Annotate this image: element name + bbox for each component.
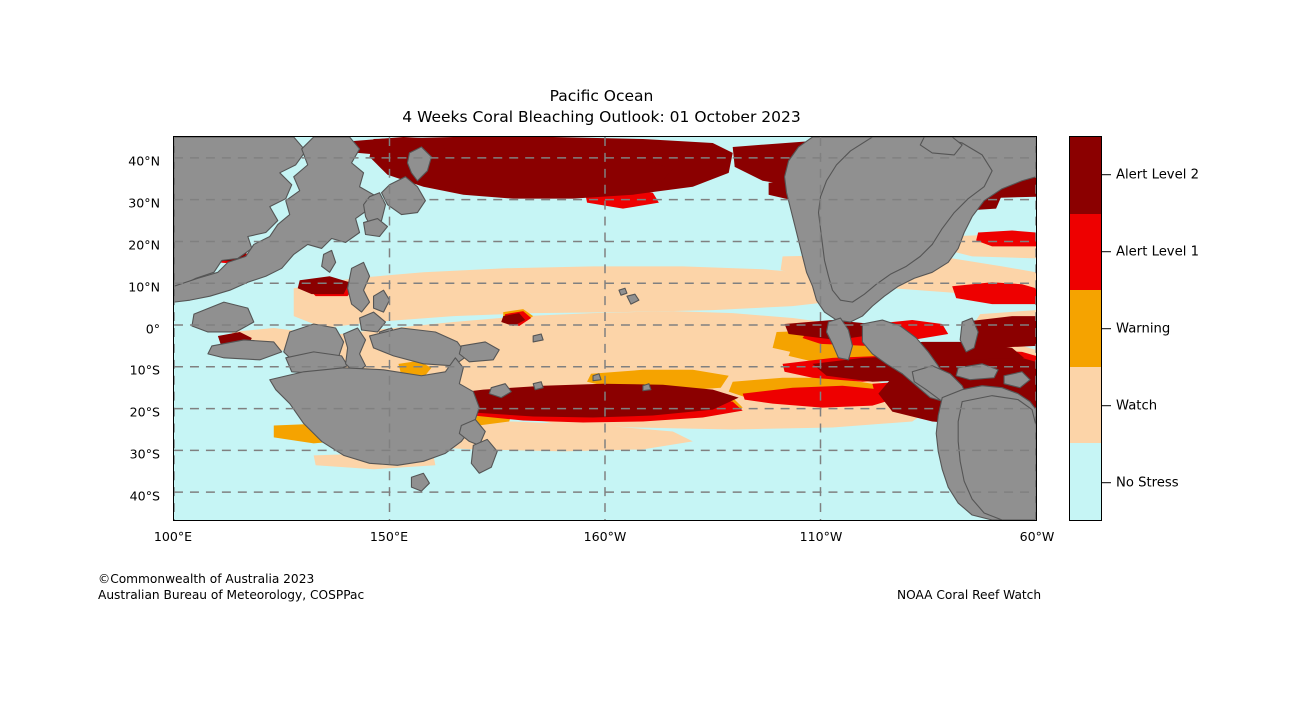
legend-label-alert-level-1: Alert Level 1 (1116, 244, 1199, 259)
x-tick-label-3: 110°W (799, 529, 843, 544)
x-tick-label-0: 100°E (153, 529, 193, 544)
colorbar-tick-1 (1102, 250, 1111, 253)
x-tick-label-4: 60°W (1019, 529, 1055, 544)
y-tick-label-6: 20°S (129, 404, 160, 420)
y-tick-label-7: 30°S (129, 446, 160, 462)
land-mask (174, 137, 1036, 520)
colorbar-tick-4 (1102, 481, 1111, 484)
x-tick-label-2: 160°W (583, 529, 627, 544)
legend-label-no-stress: No Stress (1116, 475, 1179, 490)
map-plot-area[interactable] (173, 136, 1037, 521)
colorbar-tick-2 (1102, 327, 1111, 330)
y-tick-label-1: 30°N (128, 195, 160, 211)
colorbar (1069, 136, 1102, 521)
colorbar-swatch-2 (1070, 290, 1101, 367)
data-source-text: NOAA Coral Reef Watch (897, 588, 1042, 602)
colorbar-swatch-0 (1070, 137, 1101, 214)
y-tick-label-8: 40°S (129, 488, 160, 504)
agency-text: Australian Bureau of Meteorology, COSPPa… (98, 588, 365, 602)
y-tick-label-3: 10°N (128, 279, 160, 295)
y-tick-label-0: 40°N (128, 153, 160, 169)
colorbar-swatch-1 (1070, 213, 1101, 291)
title-line-2: 4 Weeks Coral Bleaching Outlook: 01 Octo… (402, 108, 801, 126)
colorbar-swatch-4 (1070, 443, 1101, 520)
y-axis-labels: 40°N 30°N 20°N 10°N 0° 10°S 20°S 30°S 40°S (0, 0, 168, 705)
legend-label-warning: Warning (1116, 321, 1171, 336)
copyright-text: ©Commonwealth of Australia 2023 (98, 572, 315, 586)
y-tick-label-4: 0° (145, 321, 160, 336)
legend-label-alert-level-2: Alert Level 2 (1116, 167, 1199, 182)
colorbar-tick-0 (1102, 173, 1111, 176)
footer-left: ©Commonwealth of Australia 2023 Australi… (98, 571, 364, 603)
colorbar-swatch-3 (1070, 366, 1101, 444)
y-tick-label-2: 20°N (128, 237, 160, 253)
y-tick-label-5: 10°S (129, 362, 160, 378)
coral-bleaching-map (174, 137, 1036, 520)
colorbar-tick-3 (1102, 404, 1111, 407)
page-title: Pacific Ocean 4 Weeks Coral Bleaching Ou… (0, 86, 1203, 128)
title-line-1: Pacific Ocean (549, 87, 654, 105)
colorbar-labels: Alert Level 2 Alert Level 1 Warning Watch No… (1102, 136, 1292, 521)
x-tick-label-1: 150°E (369, 529, 409, 544)
legend-label-watch: Watch (1116, 398, 1158, 413)
